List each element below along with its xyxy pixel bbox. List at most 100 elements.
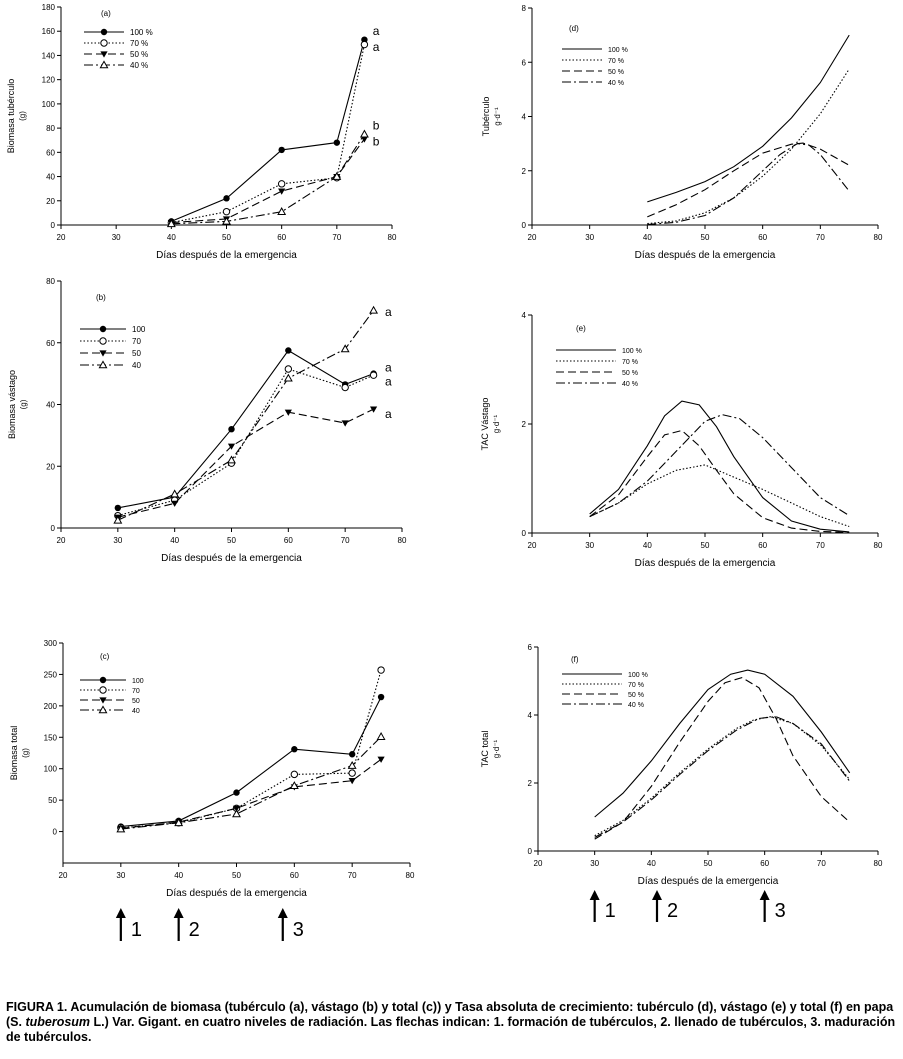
chart-a-data-point (277, 207, 287, 215)
chart-d-y-tick-label: 0 (522, 221, 527, 230)
chart-b-legend-label: 50 (132, 349, 141, 358)
chart-d-series-line-3 (647, 142, 850, 218)
chart-d-y-tick-label: 6 (522, 58, 527, 67)
chart-f-x-tick-label: 50 (704, 859, 713, 868)
chart-c-data-point (116, 824, 126, 833)
chart-b-data-point (283, 373, 293, 382)
chart-d-x-tick-label: 40 (643, 233, 652, 242)
chart-a-annotation: a (373, 24, 380, 38)
chart-b-series-line-3 (117, 408, 374, 518)
chart-e-x-tick-label: 80 (874, 541, 883, 550)
chart-a-x-tick-label: 30 (112, 233, 121, 242)
figure-caption: FIGURA 1. Acumulación de biomasa (tubérc… (6, 1000, 896, 1045)
chart-f-y-tick-label: 0 (528, 847, 533, 856)
chart-c-y-axis-unit: (g) (21, 748, 30, 758)
chart-c-y-tick-label: 100 (44, 765, 58, 774)
chart-b-series-line-1 (117, 349, 374, 509)
chart-c-y-tick-label: 200 (44, 702, 58, 711)
chart-c-data-point (348, 751, 356, 758)
chart-b-data-point (227, 455, 236, 464)
chart-b-y-axis-label: Biomasa vástago (7, 370, 17, 439)
chart-b-data-point (285, 347, 292, 354)
chart-d-series-line-4 (647, 143, 850, 226)
chart-d-y-axis-unit: g·d⁻¹ (493, 107, 502, 126)
chart-b-data-point (284, 365, 293, 373)
chart-c-panel-label: (c) (100, 652, 110, 661)
chart-a-legend-label: 50 % (130, 50, 148, 59)
left-arrow-head (173, 908, 184, 918)
chart-e-x-axis-label: Días después de la emergencia (635, 558, 776, 569)
chart-a-x-tick-label: 60 (277, 233, 286, 242)
chart-f-legend-label: 100 % (628, 672, 648, 679)
chart-a-annotation: b (373, 134, 380, 148)
chart-c-data-point (348, 778, 356, 785)
right-arrow-head (652, 890, 662, 900)
chart-c-legend-label: 70 (132, 688, 140, 695)
chart-a-y-axis-unit: (g) (18, 111, 27, 121)
chart-a-y-tick-label: 80 (46, 124, 55, 133)
chart-b-data-point (227, 443, 236, 450)
chart-a-y-tick-label: 120 (42, 76, 56, 85)
chart-b-data-point (369, 371, 378, 379)
chart-f-legend-label: 70 % (628, 682, 644, 689)
right-arrow-label: 3 (775, 900, 786, 922)
chart-a-data-point (223, 195, 230, 202)
right-arrow-label: 1 (605, 900, 616, 922)
chart-a-x-axis-label: Días después de la emergencia (156, 250, 297, 261)
chart-c-series-line-1 (120, 696, 382, 828)
chart-e-y-axis-unit: g·d⁻¹ (492, 414, 501, 433)
caption-label: FIGURA 1. (6, 1000, 68, 1014)
chart-f-legend-label: 40 % (628, 702, 644, 709)
chart-d-y-axis-label: Tubérculo (481, 97, 491, 137)
chart-a-legend-marker (100, 39, 108, 47)
chart-b-series-line-2 (117, 368, 374, 517)
chart-b-annotation: a (385, 374, 392, 388)
chart-b-data-point (171, 500, 179, 507)
chart-c-y-tick-label: 250 (44, 670, 58, 679)
chart-c-x-tick-label: 20 (59, 871, 68, 880)
chart-b-data-point (340, 344, 350, 353)
chart-b-legend-marker (99, 325, 107, 333)
chart-a-y-tick-label: 180 (42, 3, 56, 12)
chart-b-legend-marker (99, 350, 107, 357)
chart-f-series-line-2 (594, 716, 851, 837)
chart-a-data-point (278, 146, 285, 154)
chart-f-legend-label: 50 % (628, 692, 644, 699)
chart-a-data-point (277, 180, 286, 188)
chart-f-x-tick-label: 80 (874, 859, 883, 868)
chart-a-legend-label: 100 % (130, 28, 153, 37)
chart-f-y-axis-label: TAC total (480, 731, 490, 768)
chart-b-y-tick-label: 40 (46, 401, 55, 410)
chart-b-legend-marker (98, 360, 108, 369)
chart-f-y-tick-label: 2 (528, 779, 533, 788)
chart-c-data-point (290, 770, 299, 779)
chart-c-legend-marker (98, 705, 108, 714)
chart-b-x-tick-label: 30 (113, 536, 122, 545)
chart-b-x-tick-label: 70 (341, 536, 350, 545)
chart-e-x-tick-label: 50 (701, 541, 710, 550)
chart-a-series-line-1 (171, 39, 365, 222)
caption-italic: tuberosum (25, 1015, 91, 1029)
chart-e-x-tick-label: 20 (528, 541, 537, 550)
chart-b-x-tick-label: 50 (227, 536, 236, 545)
chart-e-y-tick-label: 0 (522, 529, 527, 538)
chart-c-x-tick-label: 50 (232, 871, 241, 880)
chart-a-data-point (360, 40, 369, 49)
chart-a-x-tick-label: 80 (388, 233, 397, 242)
chart-e-y-axis-label: TAC Vástago (480, 398, 490, 451)
chart-a-y-tick-label: 40 (46, 173, 55, 182)
chart-b-annotation: a (385, 360, 392, 374)
chart-b-data-point (341, 420, 349, 427)
chart-b-data-point (341, 383, 349, 392)
chart-a-legend-label: 40 % (130, 61, 148, 70)
chart-b-x-tick-label: 60 (284, 536, 293, 545)
chart-b-legend-label: 100 (132, 325, 146, 334)
chart-a-x-tick-label: 70 (332, 233, 341, 242)
chart-c-data-point (289, 781, 299, 789)
chart-c-data-point (291, 746, 298, 753)
chart-a-y-tick-label: 100 (42, 100, 56, 109)
chart-a-y-tick-label: 0 (51, 221, 56, 230)
chart-d-y-tick-label: 4 (522, 113, 527, 122)
chart-a-legend-label: 70 % (130, 39, 148, 48)
chart-d-legend-label: 100 % (608, 47, 628, 54)
